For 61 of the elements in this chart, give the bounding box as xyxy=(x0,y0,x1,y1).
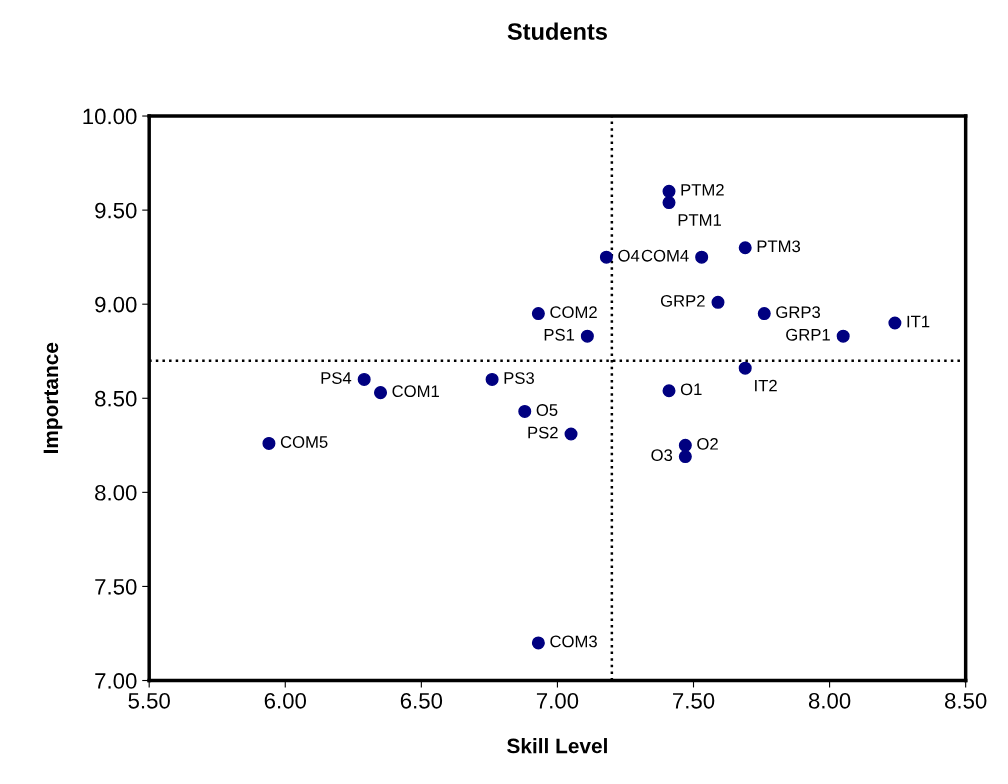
point xyxy=(888,316,902,330)
y-tick-label: 8.50 xyxy=(95,390,137,407)
point xyxy=(695,250,709,264)
data-label: COM2 xyxy=(550,306,597,319)
y-tick-label: 10.00 xyxy=(83,108,137,125)
point xyxy=(357,372,371,386)
point xyxy=(662,184,676,198)
data-label: PS2 xyxy=(528,426,558,439)
data-label: GRP3 xyxy=(776,306,821,319)
point xyxy=(485,372,499,386)
point xyxy=(599,250,613,264)
point xyxy=(531,636,545,650)
data-label: PTM3 xyxy=(757,240,801,253)
data-label: PS4 xyxy=(321,372,352,384)
point xyxy=(531,307,545,321)
x-tick-label: 7.50 xyxy=(673,692,715,709)
x-tick-label: 7.00 xyxy=(536,692,579,709)
data-label: O4 xyxy=(618,249,640,262)
y-tick-label: 8.00 xyxy=(95,484,137,501)
point xyxy=(678,450,692,464)
point xyxy=(757,307,771,321)
data-label: PS3 xyxy=(504,372,534,384)
data-label: COM5 xyxy=(280,436,328,448)
x-tick-label: 8.00 xyxy=(808,692,851,709)
data-label: PTM2 xyxy=(681,183,724,196)
x-tick-label: 5.50 xyxy=(128,692,170,709)
data-label: PS1 xyxy=(544,328,575,341)
chart-title: Students xyxy=(507,22,607,40)
y-axis-title: Importance xyxy=(43,342,63,454)
y-tick-label: 9.50 xyxy=(95,202,137,219)
data-label: O2 xyxy=(697,437,718,450)
point xyxy=(564,427,578,441)
data-label: GRP1 xyxy=(786,328,830,341)
point xyxy=(580,329,594,343)
point xyxy=(836,329,850,343)
point xyxy=(262,436,276,450)
x-tick-label: 6.50 xyxy=(400,692,443,709)
data-label: COM1 xyxy=(392,385,439,398)
data-label: O5 xyxy=(536,404,558,416)
data-label: PTM1 xyxy=(678,214,721,226)
x-axis-title: Skill Level xyxy=(507,738,607,754)
x-tick-label: 8.50 xyxy=(945,692,987,709)
data-label: IT2 xyxy=(755,379,777,392)
data-label: O1 xyxy=(680,383,702,396)
data-label: IT1 xyxy=(907,315,930,328)
point xyxy=(711,295,725,309)
point xyxy=(374,386,388,400)
data-label: COM3 xyxy=(550,635,597,648)
data-label: GRP2 xyxy=(660,294,705,307)
point xyxy=(518,404,532,418)
x-tick-label: 6.00 xyxy=(264,692,307,709)
y-tick-label: 7.00 xyxy=(95,673,137,689)
y-tick-label: 9.00 xyxy=(95,296,137,313)
point xyxy=(662,384,676,398)
point xyxy=(678,438,692,452)
y-tick-label: 7.50 xyxy=(95,578,137,595)
data-label: COM4 xyxy=(641,249,689,262)
data-label: O3 xyxy=(651,449,673,462)
point xyxy=(662,196,676,210)
point xyxy=(738,361,752,375)
point xyxy=(738,241,752,255)
